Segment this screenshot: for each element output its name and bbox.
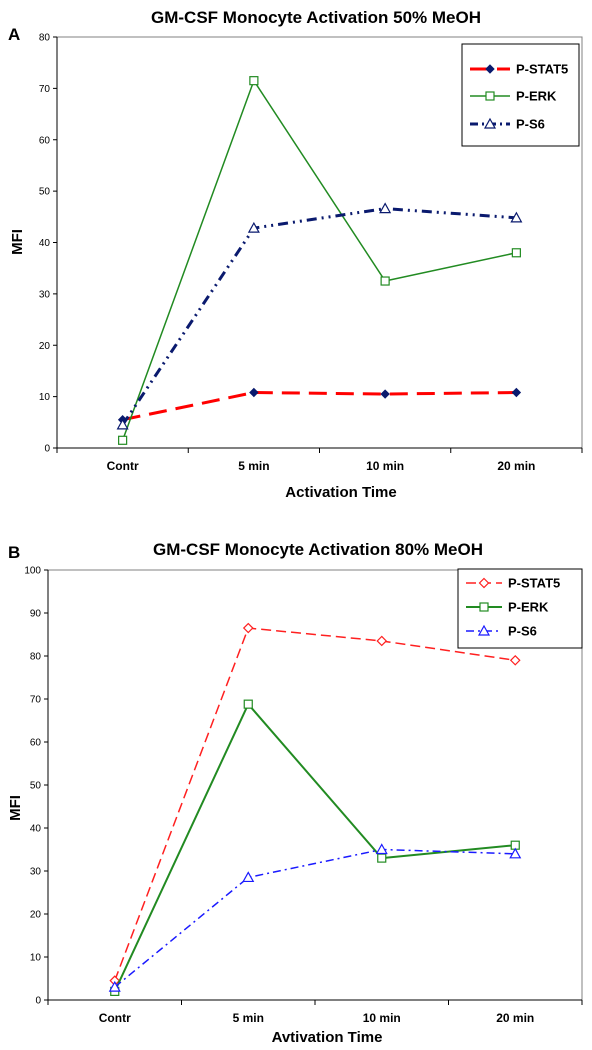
chart-panel-a: A GM-CSF Monocyte Activation 50% MeOH Ac… [0, 0, 592, 515]
chart-panel-b: B GM-CSF Monocyte Activation 80% MeOH Av… [0, 527, 592, 1050]
chart-a-series-p-stat5-marker [249, 387, 259, 398]
panel-letter-a: A [8, 25, 20, 44]
chart-a-ytick-label: 0 [44, 444, 50, 455]
chart-a-ytick-label: 30 [39, 289, 51, 300]
chart-b-ytick-label: 90 [30, 609, 42, 620]
chart-b-series-p-stat5-marker [242, 622, 254, 634]
chart-a-series-p-s6-marker [379, 202, 392, 214]
chart-a-ylabel: MFI [9, 229, 26, 255]
chart-b-xlabel: Avtivation Time [272, 1029, 383, 1046]
chart-a-xtick-label: 10 min [366, 459, 404, 473]
chart-b-title: GM-CSF Monocyte Activation 80% MeOH [153, 540, 483, 559]
chart-a-series-p-erk-marker [511, 248, 521, 258]
chart-a-legend-p-stat5-marker [485, 64, 495, 74]
panel-letter-b: B [8, 543, 20, 562]
chart-a-series-p-s6-line [121, 207, 517, 426]
chart-b-ytick-label: 10 [30, 953, 42, 964]
chart-a-series-p-s6 [116, 202, 523, 430]
chart-b-xtick-label: Contr [99, 1011, 131, 1025]
chart-b-ytick-label: 30 [30, 867, 42, 878]
chart-b-series-p-erk-marker [377, 853, 387, 863]
chart-b-series-p-s6 [108, 843, 522, 992]
chart-a-legend-p-s6-label: P-S6 [516, 117, 545, 132]
chart-a-series-p-erk-marker [380, 276, 390, 286]
chart-b-legend-p-erk-marker [479, 602, 489, 612]
chart-a-svg: A GM-CSF Monocyte Activation 50% MeOH Ac… [8, 8, 583, 501]
chart-a-series-p-stat5-line [122, 391, 517, 422]
chart-b-series-p-s6-marker [509, 847, 522, 859]
chart-a-series-p-stat5 [117, 387, 522, 425]
chart-a-series-p-erk-marker [249, 76, 259, 86]
chart-a-title: GM-CSF Monocyte Activation 50% MeOH [151, 8, 481, 27]
chart-a-series-p-erk-marker [118, 435, 128, 445]
chart-b-legend-p-s6-marker [477, 624, 491, 636]
chart-b-xtick-label: 10 min [363, 1011, 401, 1025]
chart-b-ytick-label: 20 [30, 910, 42, 921]
chart-a-ytick-label: 20 [39, 341, 51, 352]
chart-a-xtick-label: Contr [107, 459, 139, 473]
chart-b-legend: P-STAT5 P-ERK P-S6 [457, 568, 583, 649]
chart-b-series-p-erk [110, 699, 520, 996]
chart-a-ytick-label: 70 [39, 84, 51, 95]
chart-b-series-p-erk-marker [243, 699, 253, 709]
chart-a-legend-p-stat5-label: P-STAT5 [516, 62, 568, 77]
chart-b-svg: B GM-CSF Monocyte Activation 80% MeOH Av… [7, 540, 583, 1046]
chart-a-legend-p-s6-marker [483, 117, 497, 129]
chart-a-legend: P-STAT5 P-ERK P-S6 [461, 43, 580, 147]
chart-b-ytick-label: 50 [30, 781, 42, 792]
chart-b-series-p-stat5-marker [509, 654, 521, 666]
chart-b-ytick-label: 70 [30, 695, 42, 706]
chart-a-ytick-label: 80 [39, 33, 51, 44]
chart-a-xtick-label: 20 min [497, 459, 535, 473]
chart-b-ytick-label: 40 [30, 824, 42, 835]
chart-a-ytick-label: 10 [39, 392, 51, 403]
chart-b-xtick-label: 5 min [233, 1011, 264, 1025]
chart-b-ytick-label: 80 [30, 652, 42, 663]
chart-b-series-p-s6-marker [375, 843, 388, 855]
chart-a-ytick-label: 50 [39, 187, 51, 198]
chart-b-legend-p-stat5-label: P-STAT5 [508, 576, 560, 591]
chart-a-series-p-stat5-marker [511, 387, 522, 398]
chart-a-xtick-label: 5 min [238, 459, 269, 473]
chart-b-ylabel: MFI [7, 795, 24, 821]
chart-a-series-p-erk-line [121, 79, 517, 441]
chart-a-series-p-s6-marker [510, 211, 523, 223]
chart-a-legend-box [461, 43, 580, 147]
chart-a-legend-p-erk-label: P-ERK [516, 89, 557, 104]
chart-b-series-p-stat5 [109, 622, 521, 986]
chart-b-legend-p-erk-label: P-ERK [508, 600, 549, 615]
chart-b-ytick-label: 0 [35, 996, 41, 1007]
chart-b-series-p-stat5-line [114, 627, 516, 981]
chart-a-series-p-stat5-marker [380, 389, 390, 399]
chart-b-xtick-label: 20 min [496, 1011, 534, 1025]
chart-a-series-p-s6-marker [116, 418, 129, 430]
chart-a-xlabel: Activation Time [285, 484, 396, 501]
chart-b-ytick-label: 100 [24, 566, 41, 577]
chart-a-legend-p-erk-marker [485, 91, 495, 101]
chart-b-series-p-s6-line [114, 848, 516, 988]
chart-a-ytick-label: 40 [39, 238, 51, 249]
chart-b-legend-p-s6-label: P-S6 [508, 624, 537, 639]
chart-b-series-p-erk-line [113, 703, 516, 992]
chart-b-legend-p-stat5-marker [478, 577, 490, 589]
chart-a-series-p-s6-marker [247, 221, 260, 233]
chart-b-series-p-stat5-marker [376, 635, 388, 647]
chart-b-series-p-s6-marker [242, 871, 255, 883]
chart-b-ytick-label: 60 [30, 738, 42, 749]
chart-a-ytick-label: 60 [39, 135, 51, 146]
chart-b-series-p-s6-marker [108, 980, 121, 992]
chart-a-series-p-erk [118, 76, 521, 445]
